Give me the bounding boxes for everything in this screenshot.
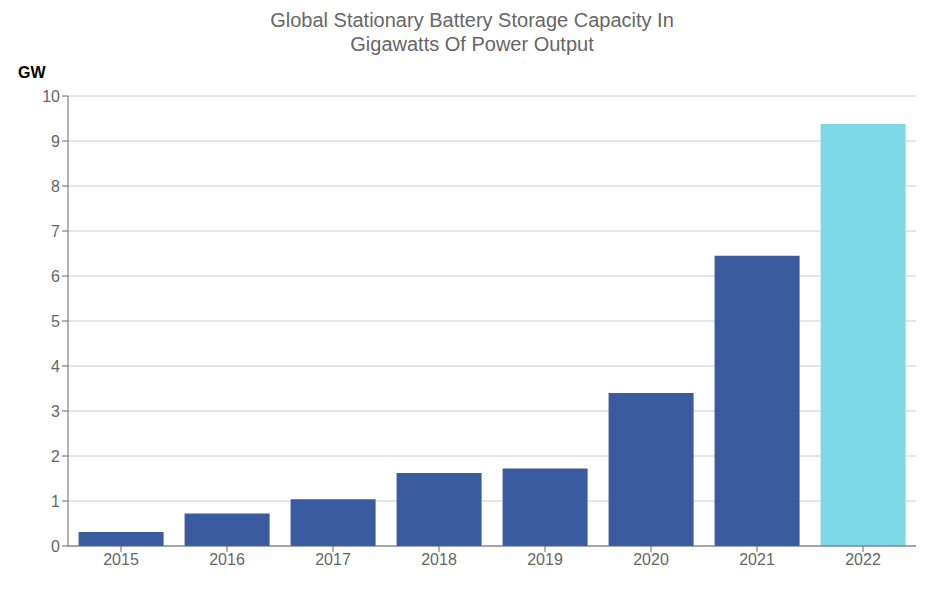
html-text:Global Stationary Battery Stor: Global Stationary Battery Storage Capaci… bbox=[270, 9, 674, 55]
svg-text:2019: 2019 bbox=[527, 551, 563, 568]
svg-text:2015: 2015 bbox=[103, 551, 139, 568]
svg-text:4: 4 bbox=[51, 358, 60, 375]
svg-text:5: 5 bbox=[51, 313, 60, 330]
svg-text:2017: 2017 bbox=[315, 551, 351, 568]
svg-text:2022: 2022 bbox=[845, 551, 881, 568]
svg-text:2016: 2016 bbox=[209, 551, 245, 568]
svg-text:2: 2 bbox=[51, 448, 60, 465]
svg-text:2018: 2018 bbox=[421, 551, 457, 568]
html-text:GW: GW bbox=[18, 64, 46, 81]
svg-text:7: 7 bbox=[51, 223, 60, 240]
svg-text:3: 3 bbox=[51, 403, 60, 420]
svg-text:8: 8 bbox=[51, 178, 60, 195]
svg-text:0: 0 bbox=[51, 538, 60, 555]
svg-text:6: 6 bbox=[51, 268, 60, 285]
svg-text:1: 1 bbox=[51, 493, 60, 510]
svg-text:10: 10 bbox=[42, 88, 60, 105]
svg-text:9: 9 bbox=[51, 133, 60, 150]
svg-text:2020: 2020 bbox=[633, 551, 669, 568]
svg-text:2021: 2021 bbox=[739, 551, 775, 568]
